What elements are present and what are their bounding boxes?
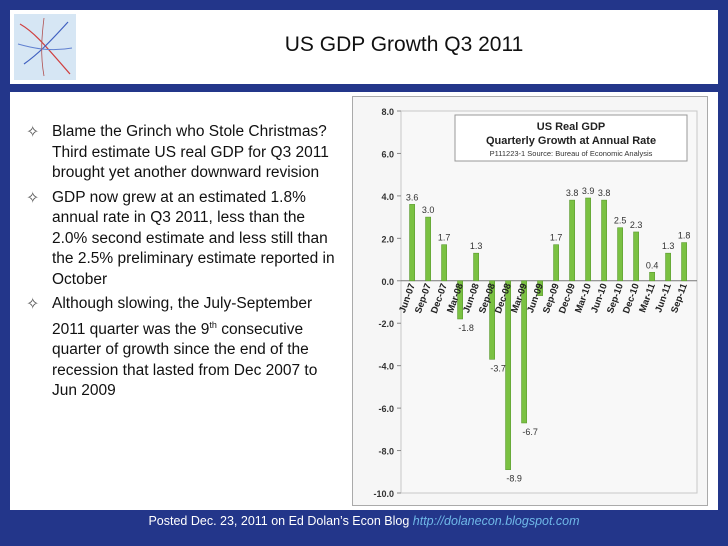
bar [649,271,655,282]
data-label: 2.3 [630,220,643,230]
bar [473,252,479,282]
four-point-star-bullet-icon: ✧ [26,124,40,141]
content-panel: ✧ Blame the Grinch who Stole Christmas? … [10,92,718,510]
bar [553,244,559,282]
bar [457,280,463,320]
y-tick-label: 6.0 [381,149,394,159]
bullet-item: ✧ Although slowing, the July-September 2… [22,294,340,402]
y-tick-label: -6.0 [378,404,394,414]
bullet-item: ✧ Blame the Grinch who Stole Christmas? … [22,122,340,184]
data-label: -1.8 [458,323,474,333]
bullet-text-continued: consecutive quarter of growth since the … [52,320,318,400]
bullet-text: GDP now grew at an estimated 1.8% annual… [52,188,335,288]
plot-area [400,110,698,494]
data-label: 1.8 [678,231,691,241]
bar [665,252,671,282]
bar [569,199,575,282]
chart-source: P111223-1 Source: Bureau of Economic Ana… [490,149,653,158]
gdp-chart: 8.0 6.0 4.0 2.0 0.0 -2.0 -4.0 -6.0 -8.0 -10.0 US R… [352,96,708,506]
data-label: -6.7 [522,427,538,437]
y-tick-label: 0.0 [381,277,394,287]
chart-title-box [454,114,688,162]
data-label: 1.7 [438,233,451,243]
bar [585,197,591,282]
data-label: 3.9 [582,186,595,196]
bullet-text: Although slowing, the July-September 201… [52,295,313,338]
bar [681,242,687,282]
bullet-text: Blame the Grinch who Stole Christmas? Th… [52,123,329,181]
blog-link[interactable]: http://dolanecon.blogspot.com [412,514,580,528]
data-label: 3.8 [566,188,579,198]
four-point-star-bullet-icon: ✧ [26,189,40,207]
data-label: 0.4 [646,260,659,270]
data-label: 3.8 [598,188,611,198]
bar [425,216,431,282]
gdp-chart-svg: 8.0 6.0 4.0 2.0 0.0 -2.0 -4.0 -6.0 -8.0 -10.0 US R… [373,107,698,499]
footer: Posted Dec. 23, 2011 on Ed Dolan’s Econ … [0,514,728,528]
bar [521,280,527,424]
chart-subtitle: Quarterly Growth at Annual Rate [486,135,656,147]
four-point-star-bullet-icon: ✧ [26,296,40,313]
bar [537,280,543,296]
y-tick-label: -8.0 [378,447,394,457]
bar [617,227,623,282]
data-label: -8.9 [506,474,522,484]
bar [441,244,447,282]
logo-image [14,14,76,80]
data-label: 2.5 [614,216,627,226]
bar [633,231,639,282]
data-label: 1.3 [662,241,675,251]
bullet-list: ✧ Blame the Grinch who Stole Christmas? … [22,122,340,406]
y-tick-label: 2.0 [381,234,394,244]
footer-text: Posted Dec. 23, 2011 on Ed Dolan’s Econ … [148,514,410,528]
slide-title: US GDP Growth Q3 2011 [284,33,524,56]
y-tick-label: -4.0 [378,362,394,372]
bullet-item: ✧ GDP now grew at an estimated 1.8% annu… [22,188,340,291]
y-tick-label: -2.0 [378,319,394,329]
bar [601,199,607,282]
bar [409,204,415,282]
chart-title: US Real GDP [537,121,605,133]
y-tick-label: -10.0 [373,489,394,499]
data-label: 1.3 [470,241,483,251]
data-label: 1.7 [550,233,563,243]
bar [505,280,511,470]
title-bar: US GDP Growth Q3 2011 [10,10,718,84]
y-tick-label: 8.0 [381,107,394,117]
bar [489,280,495,360]
y-tick-label: 4.0 [381,192,394,202]
data-label: 3.0 [422,205,435,215]
data-label: 3.6 [406,192,419,202]
data-label: -3.7 [490,363,506,373]
ordinal-suffix: th [209,319,217,330]
